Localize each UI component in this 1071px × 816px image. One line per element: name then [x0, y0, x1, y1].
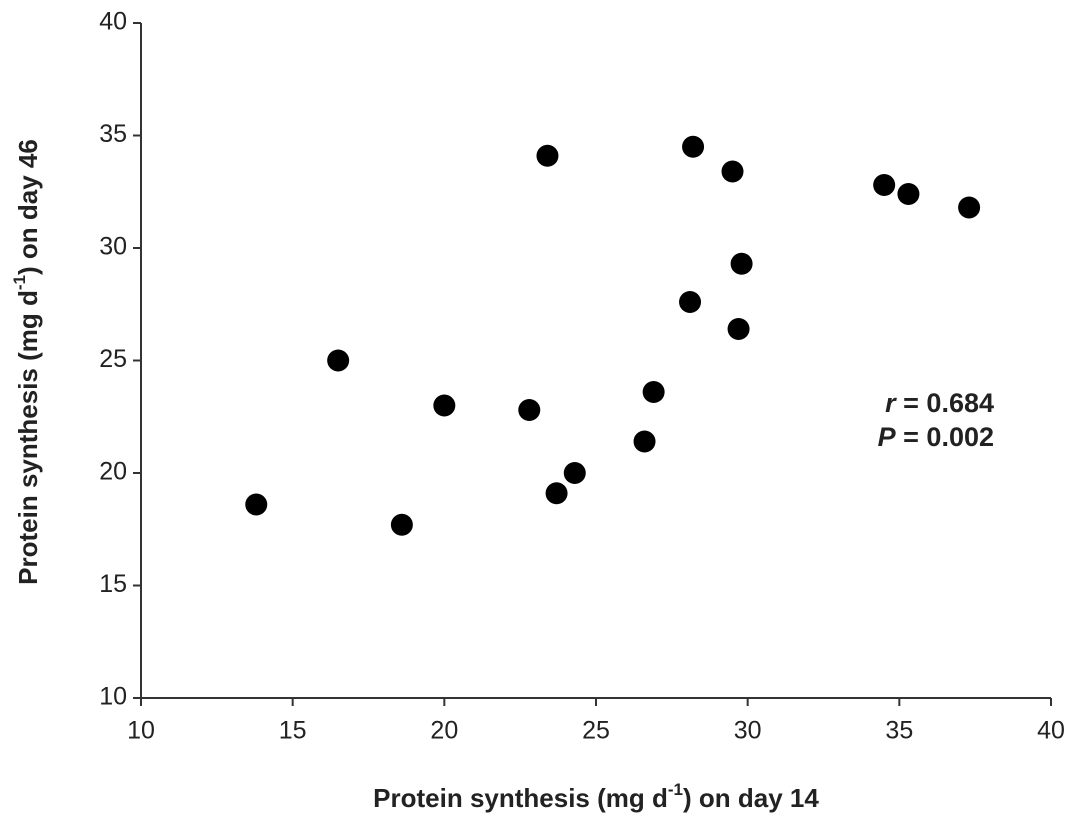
x-tick-label: 25 [582, 717, 610, 745]
point [245, 493, 268, 516]
point [545, 482, 568, 505]
y-axis-label-part: -1 [10, 275, 29, 290]
y-tick-label: 35 [99, 120, 127, 148]
point [727, 318, 750, 340]
point [563, 462, 586, 484]
x-tick-label: 20 [430, 717, 458, 745]
x-tick-label: 40 [1037, 717, 1065, 745]
point [679, 291, 702, 313]
x-axis-label-part: Protein synthesis (mg d [373, 783, 668, 813]
point [873, 174, 896, 196]
point [536, 144, 559, 167]
point [730, 252, 753, 275]
annotation-symbol: r [885, 388, 897, 418]
point [897, 183, 920, 205]
y-tick-label: 20 [99, 458, 127, 486]
x-tick-label: 10 [127, 717, 155, 745]
y-tick-label: 25 [99, 345, 127, 373]
point [518, 399, 541, 421]
x-axis-label-part: ) on day 14 [683, 783, 819, 813]
point [433, 394, 456, 417]
point [642, 381, 665, 403]
y-axis-label: Protein synthesis (mg d-1) on day 46 [10, 139, 43, 585]
x-tick-label: 35 [885, 717, 913, 745]
x-tick-label: 30 [734, 717, 762, 745]
annotation-text: = 0.002 [896, 422, 994, 452]
y-tick-label: 15 [99, 570, 127, 598]
annotation-text: = 0.684 [896, 388, 994, 418]
point [958, 196, 981, 219]
y-axis-label-part: Protein synthesis (mg d [13, 290, 43, 585]
y-tick-label: 40 [99, 8, 127, 36]
y-axis-label-part: ) on day 46 [13, 139, 43, 275]
y-tick-label: 30 [99, 233, 127, 261]
y-tick-label: 10 [99, 683, 127, 711]
annotation-symbol: P [878, 422, 897, 452]
point [327, 349, 350, 372]
x-axis-label: Protein synthesis (mg d-1) on day 14 [373, 780, 819, 813]
point [721, 160, 744, 183]
annotation: P = 0.002 [878, 422, 994, 452]
x-axis-label-part: -1 [668, 780, 683, 799]
point [682, 135, 705, 158]
point [390, 513, 413, 536]
x-tick-label: 15 [279, 717, 307, 745]
annotation: r = 0.684 [885, 388, 994, 418]
point [633, 430, 656, 453]
